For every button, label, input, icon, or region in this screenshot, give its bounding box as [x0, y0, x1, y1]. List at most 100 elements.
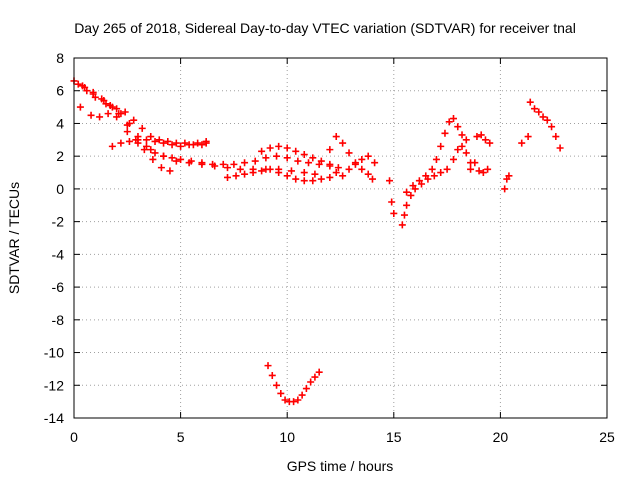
- data-point: [467, 165, 475, 173]
- data-point: [309, 154, 317, 162]
- data-point: [300, 169, 308, 177]
- data-point: [157, 164, 165, 172]
- data-point: [473, 133, 481, 141]
- data-point: [501, 185, 509, 193]
- data-points: [70, 77, 564, 406]
- data-point: [371, 159, 379, 167]
- data-point: [475, 167, 483, 175]
- y-tick-label: -2: [52, 214, 65, 230]
- data-point: [138, 124, 146, 132]
- data-point: [277, 389, 285, 397]
- data-point: [74, 80, 82, 88]
- data-point: [484, 165, 492, 173]
- data-point: [398, 221, 406, 229]
- data-point: [543, 116, 551, 124]
- data-point: [300, 151, 308, 159]
- data-point: [241, 159, 249, 167]
- data-point: [89, 90, 97, 98]
- data-point: [390, 209, 398, 217]
- data-point: [364, 152, 372, 160]
- x-tick-label: 25: [599, 429, 615, 445]
- x-tick-label: 5: [177, 429, 185, 445]
- data-point: [232, 172, 240, 180]
- data-point: [185, 141, 193, 149]
- data-point: [364, 170, 372, 178]
- data-point: [437, 142, 445, 150]
- data-point: [309, 177, 317, 185]
- data-point: [317, 175, 325, 183]
- data-point: [134, 136, 142, 144]
- data-point: [115, 110, 123, 118]
- data-point: [351, 159, 359, 167]
- data-point: [326, 160, 334, 168]
- data-point: [249, 169, 257, 177]
- data-point: [273, 152, 281, 160]
- data-point: [140, 146, 148, 154]
- data-point: [535, 108, 543, 116]
- data-point: [326, 146, 334, 154]
- data-point: [443, 165, 451, 173]
- data-point: [292, 147, 300, 155]
- data-point: [275, 142, 283, 150]
- data-point: [294, 157, 302, 165]
- data-point: [96, 113, 104, 121]
- data-point: [441, 129, 449, 137]
- data-point: [422, 172, 430, 180]
- data-point: [430, 172, 438, 180]
- data-point: [262, 154, 270, 162]
- y-tick-label: 8: [56, 50, 64, 66]
- data-point: [315, 368, 323, 376]
- y-tick-label: -10: [44, 345, 64, 361]
- data-point: [505, 172, 513, 180]
- data-point: [400, 211, 408, 219]
- data-point: [526, 98, 534, 106]
- series-arc-13: [449, 142, 475, 167]
- data-point: [113, 105, 121, 113]
- data-point: [345, 165, 353, 173]
- data-point: [552, 133, 560, 141]
- data-point: [300, 177, 308, 185]
- data-point: [292, 175, 300, 183]
- data-point: [273, 381, 281, 389]
- data-point: [123, 121, 131, 129]
- data-point: [224, 173, 232, 181]
- data-point: [388, 198, 396, 206]
- data-point: [311, 373, 319, 381]
- data-point: [454, 146, 462, 154]
- data-point: [142, 136, 150, 144]
- x-tick-label: 10: [279, 429, 295, 445]
- data-point: [268, 371, 276, 379]
- data-point: [151, 137, 159, 145]
- y-tick-label: -6: [52, 279, 65, 295]
- data-point: [125, 137, 133, 145]
- data-point: [317, 157, 325, 165]
- data-point: [198, 159, 206, 167]
- x-tick-label: 0: [70, 429, 78, 445]
- data-point: [219, 160, 227, 168]
- series-arc-15: [473, 131, 494, 147]
- data-point: [172, 139, 180, 147]
- data-point: [290, 398, 298, 406]
- data-point: [283, 144, 291, 152]
- data-point: [166, 167, 174, 175]
- y-tick-label: -14: [44, 410, 64, 426]
- data-point: [81, 83, 89, 91]
- data-point: [518, 139, 526, 147]
- data-point: [106, 101, 114, 109]
- data-point: [258, 147, 266, 155]
- data-point: [462, 149, 470, 157]
- data-point: [454, 123, 462, 131]
- data-point: [98, 95, 106, 103]
- plot-border: [73, 57, 608, 419]
- data-point: [266, 165, 274, 173]
- x-tick-label: 15: [386, 429, 402, 445]
- data-point: [121, 108, 129, 116]
- data-point: [177, 142, 185, 150]
- series-arc-16: [501, 172, 513, 193]
- data-point: [194, 139, 202, 147]
- data-point: [123, 128, 131, 136]
- data-point: [117, 139, 125, 147]
- data-point: [471, 159, 479, 167]
- data-point: [428, 165, 436, 173]
